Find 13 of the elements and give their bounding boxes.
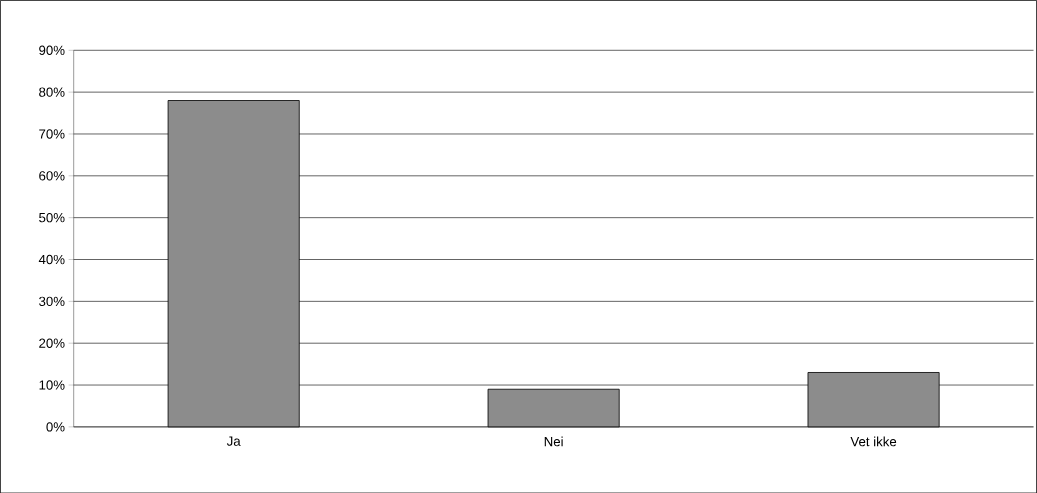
y-tick-label: 30% [39, 296, 65, 306]
y-tick-label: 60% [39, 170, 65, 181]
y-tick-label: 90% [39, 45, 65, 55]
y-tick-label: 80% [39, 87, 65, 97]
y-tick-label: 70% [39, 129, 65, 139]
x-tick-label: Ja [226, 436, 241, 446]
y-tick-label: 10% [39, 380, 65, 390]
y-tick-label: 0% [46, 421, 65, 432]
x-tick-label: Nei [544, 436, 563, 447]
y-tick-label: 40% [38, 254, 65, 264]
y-tick-label: 50% [39, 212, 65, 223]
y-tick-label: 20% [39, 338, 65, 348]
x-tick-label: Vet ikke [850, 436, 897, 447]
